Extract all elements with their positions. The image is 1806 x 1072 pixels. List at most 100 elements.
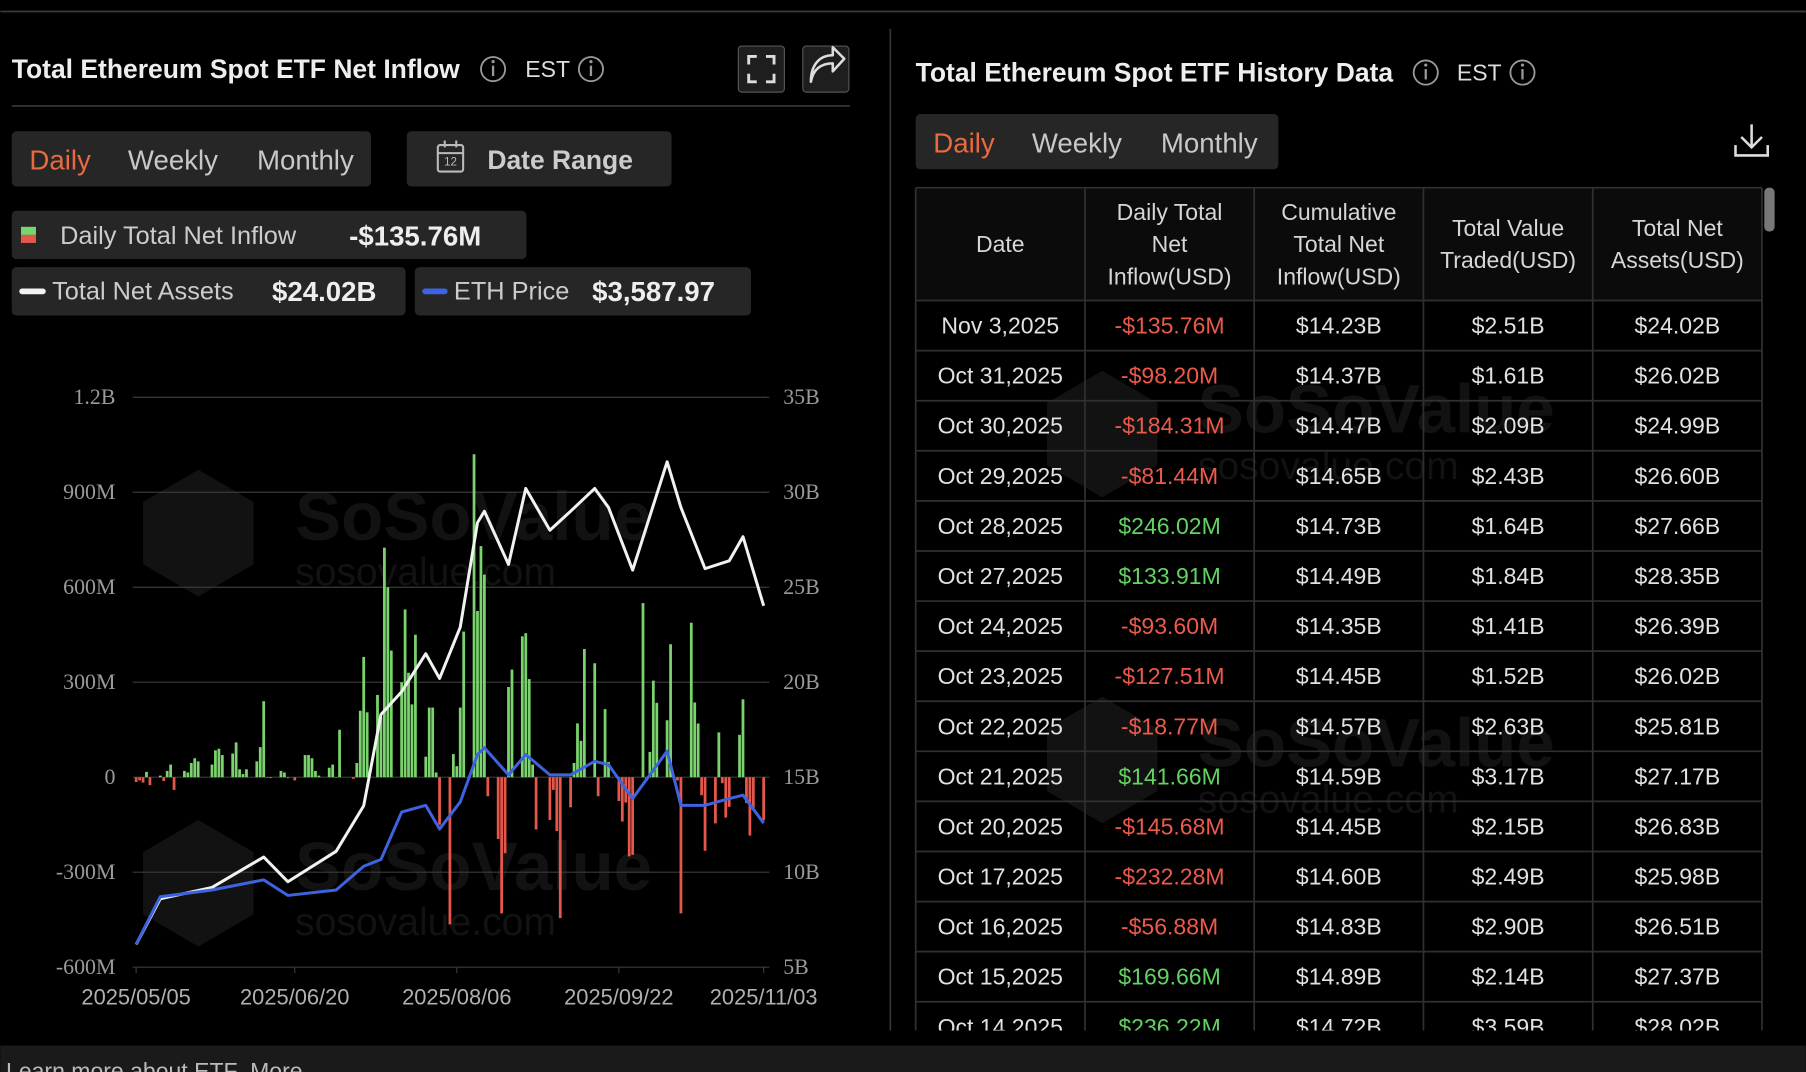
- bar: [269, 777, 272, 779]
- value-cell: $28.35B: [1634, 563, 1720, 589]
- legend-label: Daily Total Net Inflow: [60, 222, 297, 250]
- bar: [434, 772, 438, 778]
- footer-link[interactable]: More: [250, 1058, 302, 1072]
- value-cell: $14.73B: [1296, 513, 1382, 539]
- bar: [472, 454, 476, 778]
- value-cell: $27.17B: [1634, 763, 1720, 789]
- fullscreen-button[interactable]: [737, 45, 785, 93]
- bar: [310, 758, 314, 778]
- tab[interactable]: Weekly: [128, 145, 218, 176]
- info-icon[interactable]: [480, 56, 507, 83]
- line: [134, 746, 765, 945]
- y2-tick-label: 30B: [783, 480, 819, 504]
- value-cell: -$98.20M: [1121, 363, 1218, 389]
- legend-label: ETH Price: [454, 277, 569, 305]
- value-cell: $1.64B: [1472, 513, 1545, 539]
- value-cell: -$18.77M: [1121, 713, 1218, 739]
- bar: [551, 777, 555, 790]
- bar: [479, 546, 483, 778]
- bar: [582, 648, 586, 778]
- value-cell: $1.52B: [1472, 663, 1545, 689]
- watermark-brand: SoSoValue: [1198, 370, 1555, 448]
- date-cell: Oct 20,2025: [938, 813, 1063, 839]
- bar: [476, 610, 479, 778]
- x-tick-label: 2025/06/20: [240, 985, 349, 1010]
- bar: [172, 777, 176, 790]
- bar: [507, 686, 510, 778]
- date-range-button[interactable]: 12 Date Range: [406, 131, 672, 187]
- value-cell: $25.81B: [1634, 713, 1720, 739]
- download-button[interactable]: [1734, 124, 1770, 157]
- timezone: EST: [525, 56, 570, 82]
- info-icon[interactable]: [1509, 59, 1536, 86]
- bar: [703, 777, 707, 851]
- legend-item[interactable]: ETH Price $3,587.97: [414, 267, 752, 316]
- tab[interactable]: Monthly: [1161, 127, 1258, 158]
- bar: [455, 766, 459, 778]
- date-cell: Oct 30,2025: [938, 413, 1063, 439]
- value-cell: $246.02M: [1118, 513, 1220, 539]
- column-header: Net: [1152, 231, 1188, 257]
- bar: [448, 777, 452, 925]
- value-cell: $2.90B: [1472, 914, 1545, 940]
- value-cell: $24.99B: [1634, 413, 1720, 439]
- value-cell: $3.59B: [1472, 1014, 1545, 1040]
- value-cell: -$81.44M: [1121, 463, 1218, 489]
- value-cell: $14.45B: [1296, 663, 1382, 689]
- bar: [293, 777, 297, 781]
- bar: [389, 650, 393, 778]
- bar: [510, 669, 514, 778]
- column-header: Total Net: [1632, 215, 1723, 241]
- date-cell: Oct 14,2025: [938, 1014, 1063, 1040]
- y-tick-label: -300M: [56, 860, 116, 884]
- legend-label: Total Net Assets: [52, 277, 234, 305]
- bar: [210, 764, 214, 778]
- bar: [193, 758, 197, 778]
- bar: [648, 751, 652, 778]
- value-cell: -$232.28M: [1115, 864, 1225, 890]
- value-cell: $3.17B: [1472, 763, 1545, 789]
- y-tick-label: 1.2B: [74, 385, 116, 409]
- value-cell: -$56.88M: [1121, 914, 1218, 940]
- bar: [338, 729, 341, 778]
- bar: [245, 769, 248, 778]
- value-cell: $2.14B: [1472, 964, 1545, 990]
- scrollbar[interactable]: [1764, 187, 1775, 232]
- share-button[interactable]: [802, 45, 850, 93]
- tab[interactable]: Monthly: [257, 145, 354, 176]
- bar: [593, 663, 597, 778]
- bar: [524, 633, 528, 778]
- watermark-brand: SoSoValue: [295, 827, 652, 905]
- tab[interactable]: Weekly: [1032, 127, 1122, 158]
- bar: [500, 777, 504, 914]
- legend-item[interactable]: Total Net Assets $24.02B: [11, 267, 406, 316]
- chart: -600M -300M 0 300M 600M 900M 1.2B 5B 10B 15B 20B 25…: [56, 385, 820, 1009]
- bar: [569, 777, 572, 808]
- y2-tick-label: 15B: [783, 765, 819, 789]
- column-header: Inflow(USD): [1277, 263, 1401, 289]
- value-cell: $26.51B: [1634, 914, 1720, 940]
- info-icon[interactable]: [1412, 59, 1439, 86]
- value-cell: $24.02B: [1634, 313, 1720, 339]
- value-cell: $14.45B: [1296, 813, 1382, 839]
- date-cell: Oct 15,2025: [938, 964, 1063, 990]
- tab[interactable]: Daily: [29, 145, 91, 176]
- y2-tick-label: 10B: [783, 860, 819, 884]
- value-cell: -$93.60M: [1121, 613, 1218, 639]
- bar: [262, 701, 266, 778]
- watermark-site: sosovalue.com: [1198, 445, 1459, 488]
- footer-text: Learn more about ETF: [6, 1058, 238, 1072]
- date-cell: Oct 28,2025: [938, 513, 1063, 539]
- value-cell: $133.91M: [1118, 563, 1220, 589]
- value-cell: $236.22M: [1118, 1014, 1220, 1040]
- tab[interactable]: Daily: [933, 127, 995, 158]
- legend-value: -$135.76M: [349, 221, 481, 252]
- bar: [403, 609, 407, 778]
- bar: [576, 723, 579, 778]
- info-icon[interactable]: [577, 56, 604, 83]
- bar: [241, 774, 245, 778]
- bar: [689, 622, 693, 778]
- bar: [548, 777, 552, 820]
- legend-item[interactable]: Daily Total Net Inflow -$135.76M: [11, 210, 527, 260]
